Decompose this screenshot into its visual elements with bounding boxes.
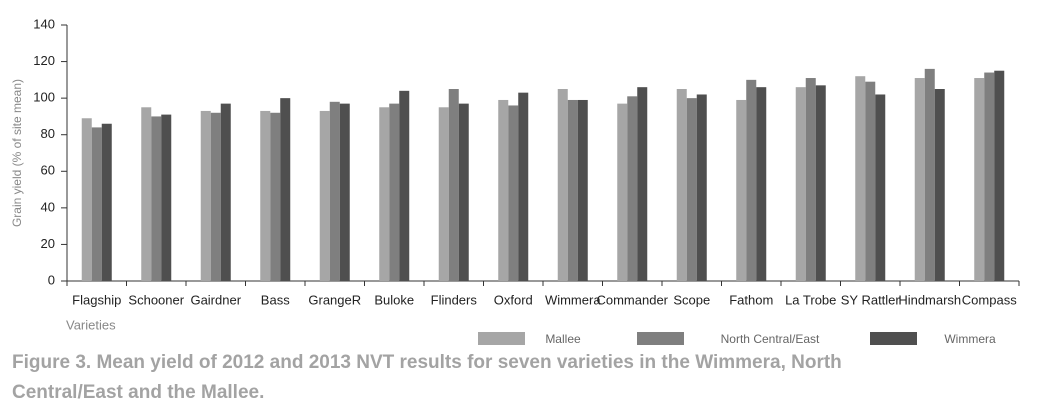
bar [329,101,340,281]
bar [91,127,102,282]
caption: Figure 3. Mean yield of 2012 and 2013 NV… [12,352,842,403]
x-tick-label: SY Rattler [841,292,901,307]
x-tick-label: Hindmarsh [898,292,961,307]
bar [865,81,876,281]
bar [795,87,806,282]
bar [855,76,866,281]
x-tick-label: Fathom [729,292,773,307]
bar [101,123,112,281]
y-tick-label: 0 [48,272,55,287]
bar [518,92,529,282]
bar [617,103,628,281]
bar [438,107,449,282]
bar [984,72,995,282]
bar [924,68,935,281]
y-tick-label: 100 [33,90,55,105]
legend-label: North Central/East [721,332,820,345]
legend-label: Wimmera [944,332,996,345]
bar [627,96,638,281]
bar [974,78,985,282]
x-tick-label: Flinders [431,292,478,307]
bar [508,105,519,281]
bar [914,78,925,282]
y-tick-label: 140 [33,16,55,31]
bar [736,99,747,281]
x-tick-label: GrangeR [308,292,361,307]
bar [686,98,697,282]
bar [339,103,350,281]
x-tick-label: Scope [673,292,710,307]
bar [210,112,221,282]
legend-swatch [478,332,525,345]
bar [805,78,816,282]
bar [676,89,687,281]
bar [567,99,578,281]
y-tick-label: 20 [41,236,55,251]
x-tick-label: Buloke [374,292,414,307]
x-tick-label: La Trobe [785,292,836,307]
x-tick-label: Oxford [494,292,533,307]
y-tick-label: 40 [41,199,55,214]
bar [498,99,509,281]
x-tick-label: Wimmera [545,292,601,307]
bar [260,110,271,281]
legend-label: Mallee [545,332,581,345]
x-tick-label: Commander [596,292,668,307]
x-tick-label: Gairdner [190,292,241,307]
bar [696,94,707,281]
x-tick-label: Compass [962,292,1017,307]
legend-swatch [637,332,684,345]
bar [151,116,162,281]
bar [875,94,886,281]
bar [280,98,291,282]
x-axis-label: Varieties [66,317,116,332]
bar [81,118,92,281]
bar [379,107,390,282]
bar [756,87,767,282]
x-tick-label: Schooner [128,292,184,307]
bar [399,90,410,281]
bar [637,87,648,282]
legend-swatch [870,332,917,345]
bar [994,70,1005,281]
bar [557,89,568,281]
bar [815,85,826,281]
bar [220,103,231,281]
bar [319,110,330,281]
bar [458,103,469,281]
bar [200,110,211,281]
chart: Grain yield (% of site mean) Varieties 0… [10,16,1020,346]
bar [448,89,459,281]
bar [389,103,400,281]
bar [161,114,172,281]
bar [270,112,281,282]
bar [577,99,588,281]
x-tick-label: Bass [261,292,290,307]
bar [746,79,757,281]
y-axis-label: Grain yield (% of site mean) [10,79,24,227]
x-tick-label: Flagship [72,292,121,307]
y-tick-label: 80 [41,126,55,141]
bar [934,89,945,281]
bar [141,107,152,282]
y-tick-label: 60 [41,163,55,178]
y-tick-label: 120 [33,53,55,68]
